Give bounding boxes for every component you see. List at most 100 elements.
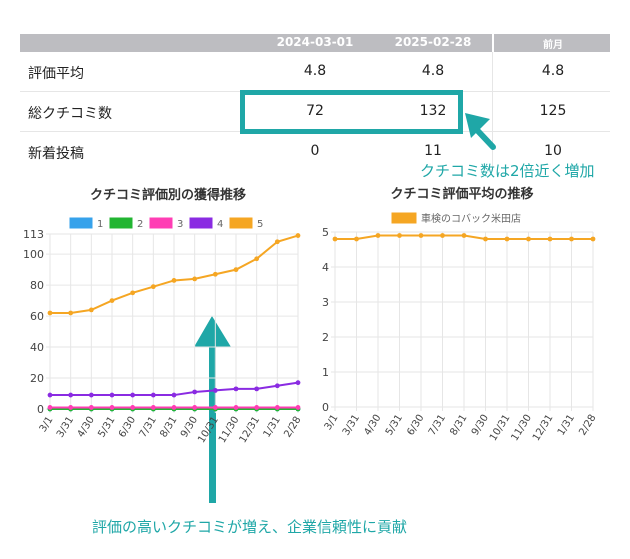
y-tick-label: 60 — [30, 310, 44, 323]
row-label: 総クチコミ数 — [28, 106, 112, 122]
x-tick-label: 1/31 — [556, 413, 577, 438]
data-point — [526, 236, 531, 242]
header-end-date: 2025-02-28 — [394, 35, 472, 49]
x-tick-label: 3/1 — [323, 413, 341, 432]
x-tick-label: 10/31 — [488, 413, 513, 443]
legend-swatch — [229, 217, 253, 229]
data-point — [295, 380, 301, 386]
data-point — [68, 310, 74, 316]
data-point — [47, 405, 53, 410]
data-point — [418, 233, 424, 238]
data-point — [274, 239, 280, 245]
data-point — [212, 388, 218, 393]
data-point — [254, 405, 260, 410]
row-label: 評価平均 — [28, 66, 84, 82]
x-tick-label: 3/1 — [38, 415, 56, 434]
header-separator — [492, 34, 494, 52]
data-point — [397, 233, 402, 238]
data-point — [68, 405, 74, 410]
x-tick-label: 11/30 — [509, 413, 534, 443]
data-point — [130, 405, 136, 410]
chart-title: クチコミ評価平均の推移 — [390, 186, 533, 202]
y-tick-label: 20 — [30, 372, 44, 385]
data-point — [47, 392, 53, 398]
data-point — [590, 236, 596, 242]
x-tick-label: 7/31 — [138, 415, 159, 440]
y-tick-label: 113 — [23, 228, 44, 241]
y-tick-label: 3 — [322, 296, 329, 309]
data-point — [171, 405, 177, 410]
cell-prev: 125 — [539, 103, 567, 119]
data-point — [192, 389, 198, 395]
cell-end: 4.8 — [421, 63, 445, 79]
data-point — [547, 236, 553, 242]
legend-swatch — [109, 217, 133, 229]
y-tick-label: 80 — [30, 279, 44, 292]
review-count-chart: クチコミ評価別の獲得推移 1 2 3 4 5 0 20 40 60 80 100 113 3/1 3/31 4… — [23, 187, 304, 445]
arrow-icon-top — [465, 113, 496, 150]
data-point — [295, 405, 301, 410]
legend-label: 1 — [97, 219, 103, 230]
x-tick-label: 2/28 — [282, 415, 303, 440]
legend-swatch — [149, 217, 173, 229]
data-point — [254, 256, 260, 262]
x-tick-label: 2/28 — [577, 413, 598, 438]
data-point — [88, 392, 94, 398]
x-tick-label: 4/30 — [362, 413, 383, 438]
x-tick-label: 12/31 — [238, 415, 263, 445]
x-tick-label: 7/31 — [427, 413, 448, 438]
data-point — [171, 278, 177, 283]
data-point — [254, 386, 260, 392]
row-label: 新着投稿 — [28, 146, 84, 162]
data-point — [233, 386, 239, 392]
y-tick-label: 2 — [322, 331, 329, 344]
cell-end: 11 — [424, 143, 442, 159]
callout-review-growth: クチコミ数は2倍近く増加 — [420, 162, 595, 180]
x-tick-label: 3/31 — [55, 415, 76, 440]
x-tick-label: 6/30 — [405, 413, 426, 438]
cell-end: 132 — [419, 103, 447, 119]
data-point — [332, 236, 338, 242]
data-point — [295, 233, 301, 238]
y-tick-label: 0 — [37, 403, 44, 416]
x-tick-label: 12/31 — [531, 413, 556, 443]
data-point — [109, 405, 115, 410]
data-point — [109, 298, 115, 303]
y-tick-label: 5 — [322, 226, 329, 239]
legend-swatch — [391, 212, 417, 224]
data-point — [130, 392, 136, 398]
data-point — [171, 392, 177, 398]
legend-label: 5 — [257, 219, 263, 230]
legend-label: 4 — [217, 219, 223, 230]
x-tick-label: 4/30 — [76, 415, 97, 440]
legend-swatch — [189, 217, 213, 229]
arrow-icon-bottom — [194, 316, 231, 503]
cell-start: 0 — [310, 143, 320, 159]
chart-title: クチコミ評価別の獲得推移 — [90, 187, 246, 203]
cell-start: 4.8 — [303, 63, 327, 79]
column-separator — [492, 52, 493, 171]
data-point — [274, 405, 280, 410]
data-point — [569, 236, 574, 242]
header-start-date: 2024-03-01 — [276, 35, 354, 49]
cell-prev: 10 — [544, 143, 562, 159]
cell-start: 72 — [306, 103, 324, 119]
data-point — [504, 236, 510, 242]
x-tick-label: 8/31 — [158, 415, 179, 440]
x-tick-label: 5/31 — [384, 413, 405, 438]
data-point — [375, 233, 381, 238]
callout-trust: 評価の高いクチコミが増え、企業信頼性に貢献 — [92, 518, 408, 536]
x-tick-label: 5/31 — [96, 415, 117, 440]
cell-prev: 4.8 — [541, 63, 565, 79]
data-point — [88, 307, 94, 313]
table-row-new-posts: 新着投稿 0 11 10 — [20, 132, 610, 171]
y-tick-label: 100 — [23, 248, 44, 261]
data-point — [192, 405, 198, 410]
data-point — [461, 233, 467, 238]
y-tick-label: 40 — [30, 341, 44, 354]
data-point — [109, 392, 115, 398]
x-tick-label: 3/31 — [341, 413, 362, 438]
x-tick-label: 8/31 — [448, 413, 469, 438]
header-previous-month: 前月 — [543, 40, 563, 51]
y-tick-label: 4 — [322, 261, 329, 274]
